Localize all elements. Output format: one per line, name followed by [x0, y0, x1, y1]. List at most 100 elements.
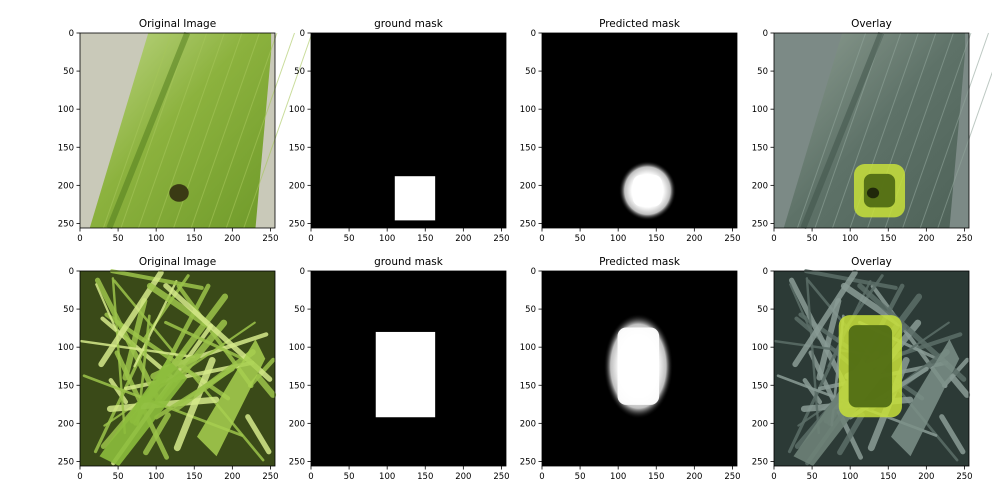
- x-tick-label: 100: [379, 472, 395, 482]
- x-tick-label: 200: [224, 234, 240, 244]
- y-tick-label: 150: [58, 143, 74, 153]
- y-tick-label: 200: [289, 181, 305, 191]
- x-tick-label: 150: [880, 472, 896, 482]
- x-tick-label: 250: [956, 234, 972, 244]
- y-tick-label: 200: [752, 181, 768, 191]
- x-tick-label: 0: [308, 472, 313, 482]
- x-tick-label: 200: [224, 472, 240, 482]
- panel-image: [80, 31, 313, 230]
- y-tick-label: 200: [520, 181, 536, 191]
- y-tick-label: 100: [520, 343, 536, 353]
- y-tick-label: 150: [520, 381, 536, 391]
- x-tick-label: 100: [842, 472, 858, 482]
- axes-frame: [541, 32, 738, 229]
- y-tick-label: 250: [58, 219, 74, 229]
- y-tick-label: 50: [525, 67, 536, 77]
- x-tick-label: 0: [539, 472, 544, 482]
- panel-title: Overlay: [851, 18, 892, 30]
- x-tick-label: 250: [724, 234, 740, 244]
- x-tick-label: 50: [344, 472, 355, 482]
- y-tick-label: 150: [520, 143, 536, 153]
- x-tick-label: 0: [77, 234, 82, 244]
- y-tick-label: 50: [294, 67, 305, 77]
- x-tick-label: 250: [956, 472, 972, 482]
- x-tick-label: 50: [575, 472, 586, 482]
- x-tick-label: 200: [455, 472, 471, 482]
- y-tick-label: 50: [757, 67, 768, 77]
- axes-frame: [310, 32, 507, 229]
- axes-frame: [310, 270, 507, 467]
- x-tick-label: 0: [771, 234, 776, 244]
- panel-image: [311, 271, 506, 466]
- y-tick-label: 100: [58, 105, 74, 115]
- y-tick-label: 150: [752, 143, 768, 153]
- y-tick-label: 250: [752, 457, 768, 467]
- x-tick-label: 200: [455, 234, 471, 244]
- y-tick-label: 0: [531, 267, 536, 277]
- x-tick-label: 100: [379, 234, 395, 244]
- y-tick-label: 150: [58, 381, 74, 391]
- y-tick-label: 0: [531, 29, 536, 39]
- y-tick-label: 150: [289, 143, 305, 153]
- y-tick-label: 0: [69, 29, 74, 39]
- x-tick-label: 150: [648, 234, 664, 244]
- y-tick-label: 250: [520, 219, 536, 229]
- y-tick-label: 100: [752, 343, 768, 353]
- y-tick-label: 200: [752, 419, 768, 429]
- y-tick-label: 250: [289, 457, 305, 467]
- panel-title: Predicted mask: [599, 256, 681, 268]
- y-tick-label: 50: [525, 305, 536, 315]
- y-tick-label: 0: [763, 29, 768, 39]
- y-tick-label: 100: [58, 343, 74, 353]
- x-tick-label: 100: [148, 234, 164, 244]
- ground-mask-region: [394, 176, 436, 221]
- panel-title: ground mask: [374, 18, 444, 30]
- x-tick-label: 0: [308, 234, 313, 244]
- x-tick-label: 250: [724, 472, 740, 482]
- panel-title: Original Image: [139, 256, 216, 268]
- x-tick-label: 150: [880, 234, 896, 244]
- ground-mask-region: [375, 331, 436, 418]
- x-tick-label: 150: [186, 472, 202, 482]
- panel-image: [774, 31, 992, 230]
- x-tick-label: 0: [771, 472, 776, 482]
- x-tick-label: 100: [610, 472, 626, 482]
- panel-image: [542, 33, 737, 228]
- x-tick-label: 0: [77, 472, 82, 482]
- y-tick-label: 200: [289, 419, 305, 429]
- x-tick-label: 100: [610, 234, 626, 244]
- y-tick-label: 200: [58, 419, 74, 429]
- x-tick-label: 100: [842, 234, 858, 244]
- y-tick-label: 0: [763, 267, 768, 277]
- y-tick-label: 250: [58, 457, 74, 467]
- panel-image: [774, 269, 971, 466]
- y-tick-label: 100: [289, 343, 305, 353]
- x-tick-label: 150: [186, 234, 202, 244]
- axes-frame: [79, 270, 276, 467]
- x-tick-label: 250: [493, 472, 509, 482]
- x-tick-label: 250: [493, 234, 509, 244]
- panel-image: [311, 33, 506, 228]
- panel-title: ground mask: [374, 256, 444, 268]
- y-tick-label: 250: [752, 219, 768, 229]
- x-tick-label: 250: [262, 472, 278, 482]
- x-tick-label: 150: [417, 234, 433, 244]
- axes-frame: [79, 32, 276, 229]
- y-tick-label: 50: [63, 305, 74, 315]
- y-tick-label: 50: [757, 305, 768, 315]
- x-tick-label: 0: [539, 234, 544, 244]
- x-tick-label: 200: [686, 472, 702, 482]
- panel-title: Predicted mask: [599, 18, 681, 30]
- axes-frame: [541, 270, 738, 467]
- axes-frame: [773, 32, 970, 229]
- x-tick-label: 150: [417, 472, 433, 482]
- panel-title: Overlay: [851, 256, 892, 268]
